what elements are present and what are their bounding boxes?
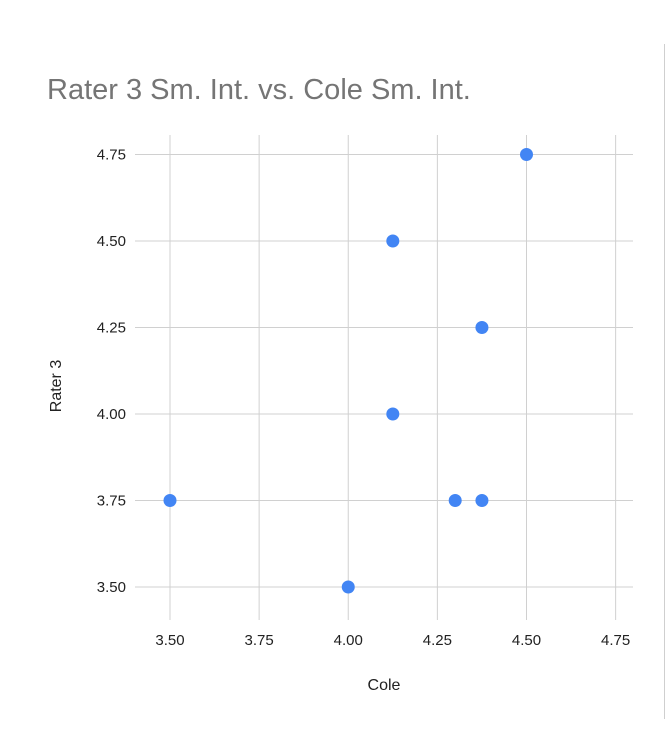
data-point[interactable] xyxy=(475,494,489,507)
y-tick-label: 4.75 xyxy=(97,147,126,164)
data-point[interactable] xyxy=(386,407,400,421)
data-point[interactable] xyxy=(520,148,533,161)
data-point[interactable] xyxy=(163,494,177,507)
x-tick-label: 4.00 xyxy=(334,632,363,649)
x-tick-label: 4.50 xyxy=(512,632,541,649)
y-tick-label: 3.75 xyxy=(97,493,126,510)
panel-divider xyxy=(664,44,665,719)
data-point[interactable] xyxy=(448,494,462,507)
tick-labels: 3.50 3.75 4.00 4.25 4.50 4.75 3.50 3.75 4.00 4.25… xyxy=(97,147,630,650)
chart-title: Rater 3 Sm. Int. vs. Cole Sm. Int. xyxy=(47,74,471,106)
data-points xyxy=(163,148,533,594)
y-axis-label: Rater 3 xyxy=(48,360,65,413)
y-tick-label: 3.50 xyxy=(97,579,126,596)
data-point[interactable] xyxy=(386,234,400,248)
y-tick-label: 4.50 xyxy=(97,233,126,250)
x-tick-label: 4.25 xyxy=(423,632,452,649)
grid-layer xyxy=(135,135,633,620)
y-tick-label: 4.00 xyxy=(97,406,126,423)
x-tick-label: 3.50 xyxy=(155,632,184,649)
y-tick-label: 4.25 xyxy=(97,320,126,337)
x-axis-label: Cole xyxy=(368,677,401,694)
x-tick-label: 4.75 xyxy=(601,632,630,649)
data-point[interactable] xyxy=(475,321,489,334)
data-point[interactable] xyxy=(341,580,355,594)
x-tick-label: 3.75 xyxy=(245,632,274,649)
